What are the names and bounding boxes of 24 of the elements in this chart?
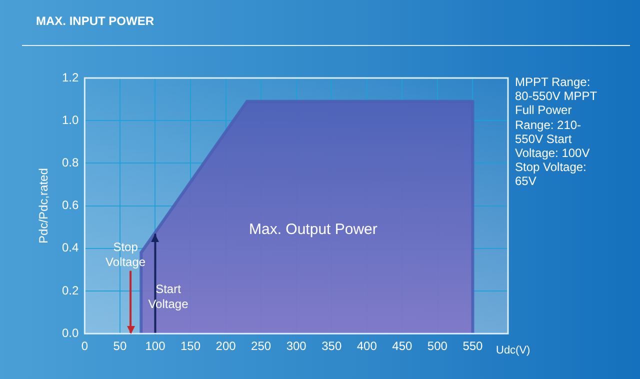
x-tick-label: 50: [113, 339, 127, 354]
x-tick-label: 250: [251, 339, 272, 354]
x-tick-label: 450: [392, 339, 412, 354]
x-tick-label: 0: [81, 339, 88, 354]
annotation: Max. Output Power: [249, 221, 378, 238]
y-tick-label: 0.0: [62, 326, 79, 340]
y-tick-label: 0.6: [62, 198, 79, 212]
x-tick-label: 300: [286, 339, 307, 354]
x-axis-title: Udc(V): [496, 344, 530, 357]
x-tick-label: 100: [145, 339, 166, 354]
x-tick-label: 200: [216, 339, 236, 354]
y-tick-label: 0.2: [62, 283, 79, 298]
y-axis-title: Pdc/Pdc,rated: [36, 168, 50, 244]
x-tick-label: 550: [462, 339, 484, 354]
x-tick-label: 150: [180, 339, 201, 354]
text: MPPT Range: 80-550V MPPT Full Power Range: 210-550V Start Voltage: 100V Stop Voltage: 65V: [515, 75, 598, 189]
x-tick-label: 500: [427, 339, 448, 354]
y-tick-label: 0.8: [62, 156, 79, 170]
x-tick-label: 350: [322, 339, 342, 354]
y-tick-label: 1.2: [62, 70, 79, 84]
y-tick-label: 0.4: [62, 240, 79, 255]
chart-title: MAX. INPUT POWER: [36, 14, 154, 28]
x-tick-label: 400: [356, 339, 378, 354]
y-tick-label: 1.0: [62, 112, 79, 127]
